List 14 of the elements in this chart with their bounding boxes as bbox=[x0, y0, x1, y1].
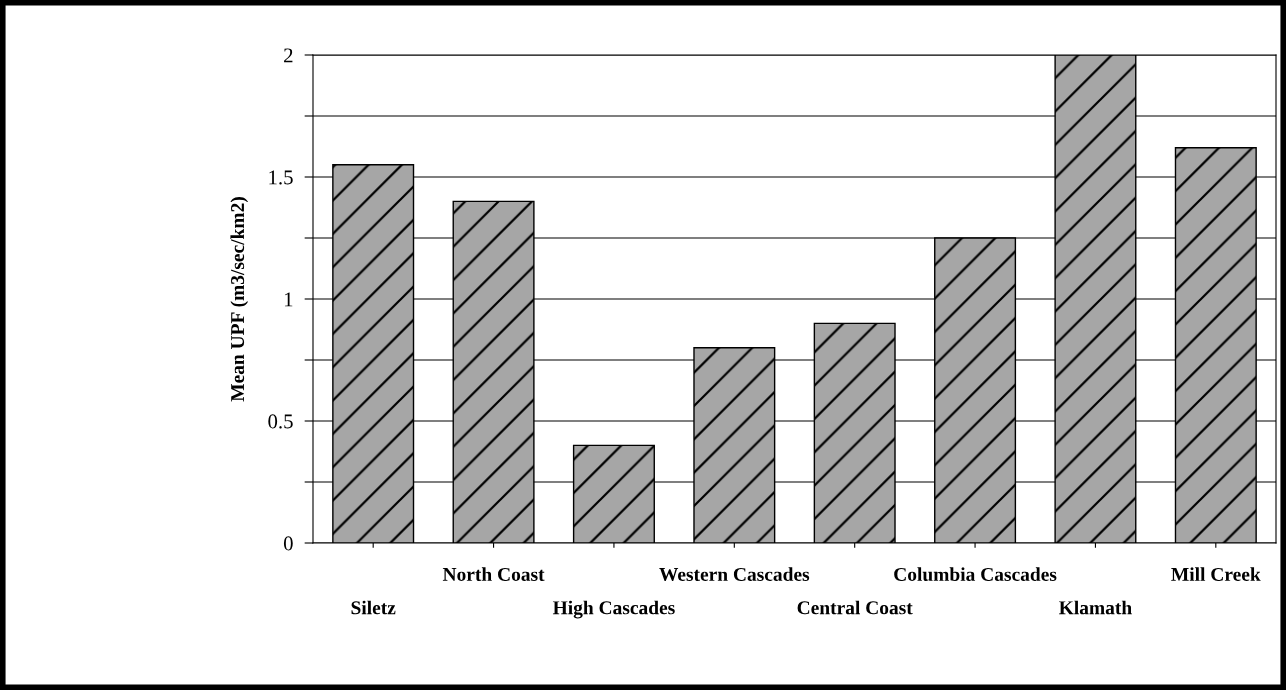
y-tick-label: 0.5 bbox=[268, 414, 293, 429]
y-tick-label: 1.5 bbox=[269, 170, 293, 185]
y-tick-label: 1 bbox=[284, 292, 293, 307]
x-tick-label: Mill Creek bbox=[1171, 567, 1261, 581]
x-tick-label: High Cascades bbox=[552, 600, 675, 619]
y-tick-label: 2 bbox=[284, 48, 293, 63]
x-tick-label: Western Cascades bbox=[659, 567, 810, 582]
y-tick-label: 0 bbox=[283, 536, 293, 551]
y-axis-title: Mean UPF (m3/sec/km2) bbox=[230, 197, 249, 402]
x-tick-label: Columbia Cascades bbox=[894, 567, 1057, 582]
x-tick-label: Klamath bbox=[1059, 600, 1132, 615]
x-tick-label: North Coast bbox=[442, 567, 545, 581]
x-tick-label: Central Coast bbox=[797, 600, 913, 615]
x-tick-label: Siletz bbox=[351, 600, 396, 615]
